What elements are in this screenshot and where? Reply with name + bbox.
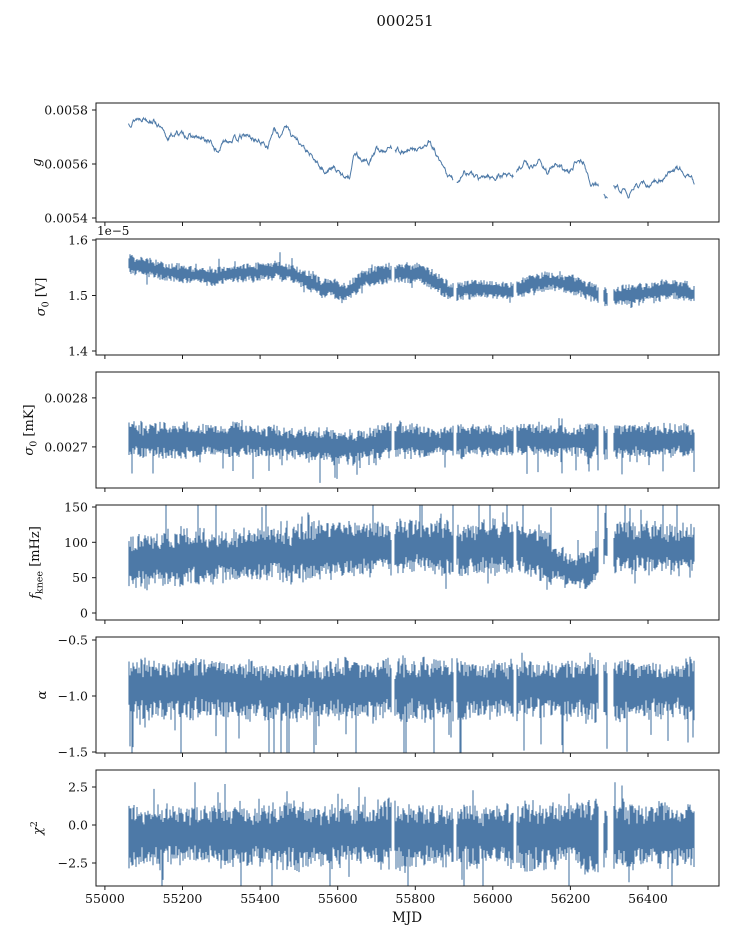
x-tick-label: 56400 bbox=[628, 891, 668, 906]
y-axis-label-fknee: fknee [mHz] bbox=[28, 526, 46, 600]
series-chi2 bbox=[128, 782, 695, 886]
y-tick-label: −1.5 bbox=[58, 745, 88, 760]
y-tick-label: −1.0 bbox=[58, 689, 88, 704]
panels-group: 0.0054 0.0056 0.0058 g 1.4 1.5 1.6 1e−5 σ0 [V] 0.… bbox=[22, 102, 720, 906]
y-tick-label: 150 bbox=[64, 500, 88, 515]
y-tick-label: 0.0028 bbox=[44, 390, 88, 405]
panel-frame bbox=[95, 371, 720, 489]
y-tick-label: 0.0 bbox=[68, 818, 88, 833]
y-tick-label: 50 bbox=[72, 570, 88, 585]
x-axis-label: MJD bbox=[392, 910, 422, 926]
y-tick-label: 0.0054 bbox=[44, 211, 88, 226]
x-tick-label: 56000 bbox=[473, 891, 513, 906]
panel-sigma0-V: 1.4 1.5 1.6 1e−5 σ0 [V] bbox=[34, 224, 720, 359]
panel-frame bbox=[95, 769, 720, 887]
y-tick-label: −0.5 bbox=[58, 633, 88, 648]
y-tick-label: 1.4 bbox=[68, 344, 88, 359]
y-tick-label: 1.6 bbox=[68, 233, 88, 248]
panel-g: 0.0054 0.0056 0.0058 g bbox=[30, 102, 720, 226]
x-tick-label: 55000 bbox=[85, 891, 125, 906]
panel-fknee: 0 50 100 150 fknee [mHz] bbox=[28, 500, 720, 624]
y-axis-offset-text: 1e−5 bbox=[97, 224, 129, 238]
y-tick-label: 0.0056 bbox=[44, 157, 88, 172]
y-axis-label-sigma0-V: σ0 [V] bbox=[34, 278, 52, 317]
panel-frame bbox=[95, 504, 720, 621]
y-tick-label: 2.5 bbox=[68, 780, 88, 795]
y-tick-label: 1.5 bbox=[68, 288, 88, 303]
y-tick-label: 0.0058 bbox=[44, 103, 88, 118]
x-tick-label: 55400 bbox=[240, 891, 280, 906]
y-tick-label: 0.0027 bbox=[44, 439, 88, 454]
series-fknee bbox=[128, 505, 695, 591]
figure-title: 000251 bbox=[376, 12, 433, 30]
series-sigma0-mK bbox=[128, 418, 695, 483]
y-axis-label-sigma0-mK: σ0 [mK] bbox=[22, 404, 40, 455]
panel-frame bbox=[95, 238, 720, 356]
axis-ticks-g bbox=[92, 109, 649, 226]
axis-ticks-fknee bbox=[92, 506, 649, 624]
y-tick-label: 100 bbox=[64, 535, 88, 550]
axis-ticks-chi2 bbox=[92, 786, 649, 890]
series-g bbox=[128, 116, 695, 200]
y-axis-label-alpha: α bbox=[35, 690, 50, 699]
x-tick-label: 55600 bbox=[318, 891, 358, 906]
panel-sigma0-mK: 0.0027 0.0028 σ0 [mK] bbox=[22, 371, 720, 492]
x-tick-label: 56200 bbox=[551, 891, 591, 906]
axis-ticks-sigma0-V bbox=[92, 239, 649, 359]
series-alpha bbox=[128, 652, 695, 753]
panel-frame bbox=[95, 636, 720, 754]
axis-ticks-sigma0-mK bbox=[92, 397, 649, 492]
series-sigma0-V bbox=[128, 252, 695, 308]
y-axis-label-g: g bbox=[30, 158, 45, 166]
x-tick-label: 55800 bbox=[395, 891, 435, 906]
y-tick-label: 0 bbox=[80, 606, 88, 621]
panel-frame bbox=[95, 102, 720, 223]
axis-ticks-alpha bbox=[92, 639, 649, 757]
panel-alpha: −1.5 −1.0 −0.5 α bbox=[35, 633, 720, 760]
y-tick-label: −2.5 bbox=[58, 856, 88, 871]
x-tick-label: 55200 bbox=[163, 891, 203, 906]
y-axis-label-chi2: χ2 bbox=[29, 821, 46, 836]
panel-chi2: 55000 55200 55400 55600 55800 56000 56200 56400… bbox=[29, 769, 720, 906]
